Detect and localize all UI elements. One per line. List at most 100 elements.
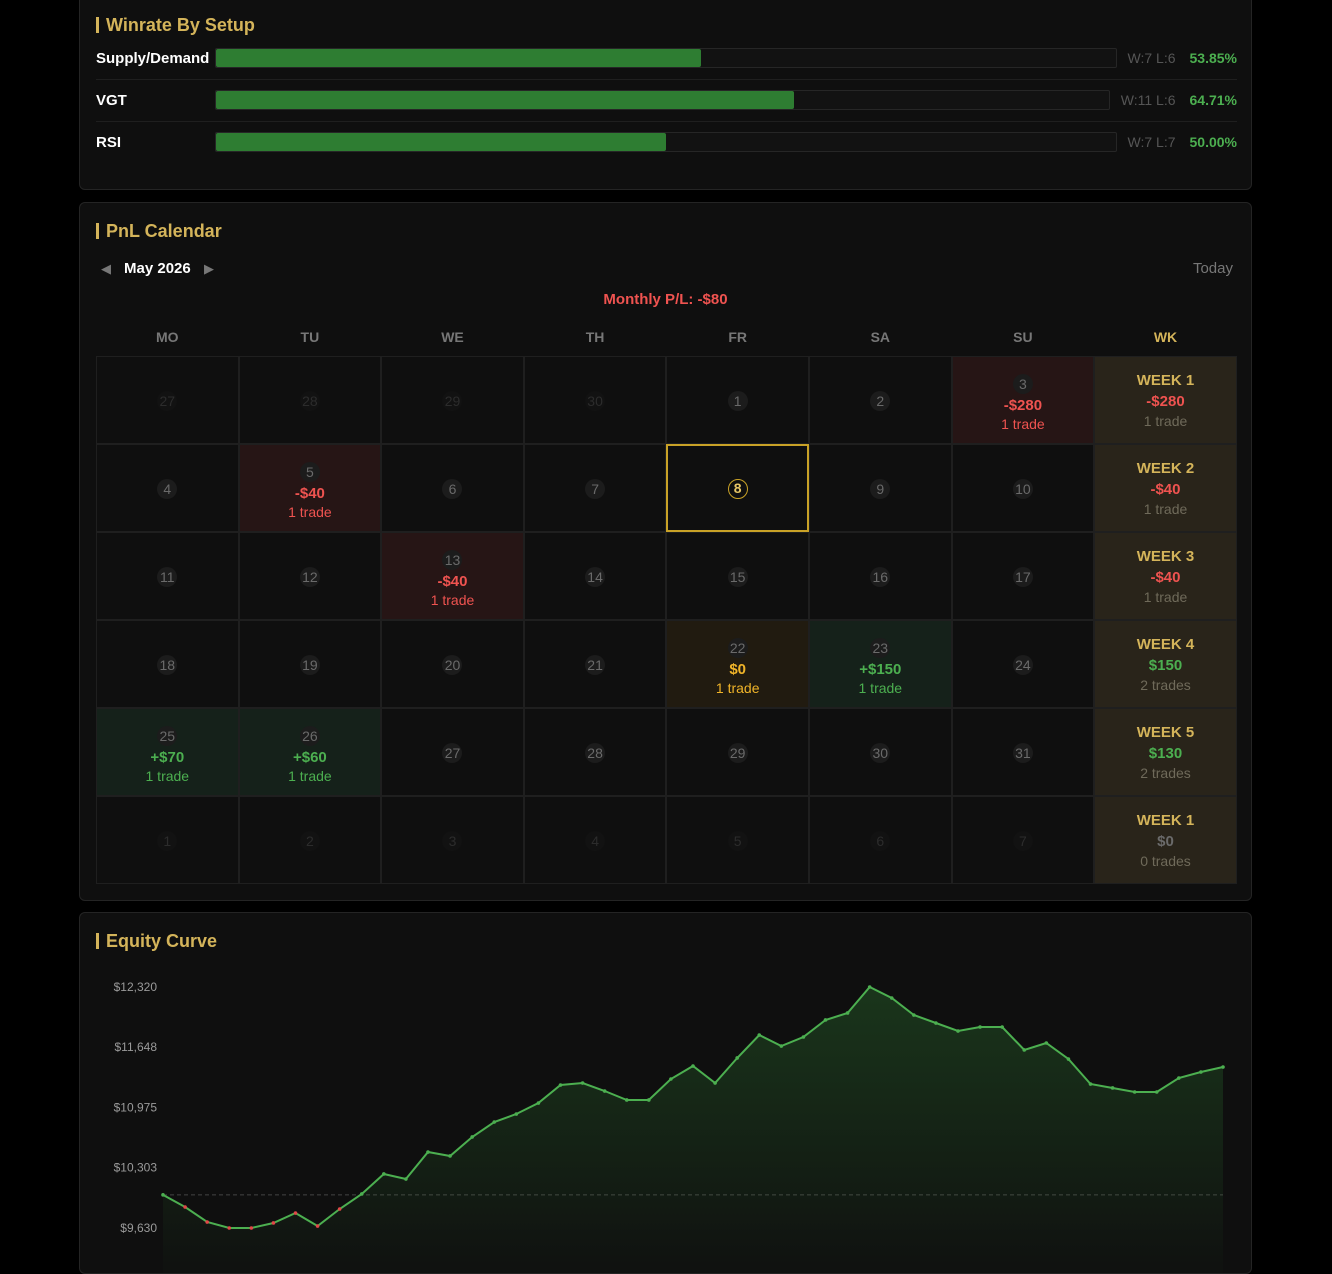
week-label: WEEK 1 <box>1136 372 1195 389</box>
monthly-pl: Monthly P/L: -$80 <box>603 291 728 308</box>
equity-point <box>470 1135 474 1139</box>
day-number: 7 <box>585 479 606 499</box>
equity-point <box>249 1226 254 1230</box>
week-pnl: -$40 <box>1150 569 1181 586</box>
setup-name: Supply/Demand <box>96 49 210 67</box>
day-cell: 2 <box>238 796 382 884</box>
setup-winrate: 50.00% <box>1189 134 1237 150</box>
day-cell: 27 <box>96 356 239 444</box>
day-cell: 7 <box>951 796 1095 884</box>
week-trades: 1 trade <box>1143 413 1188 429</box>
day-cell: 6 <box>381 444 524 532</box>
day-number: 2 <box>299 831 320 851</box>
equity-point <box>1000 1025 1004 1029</box>
equity-point <box>315 1224 320 1228</box>
equity-point <box>183 1205 187 1209</box>
day-cell: 3 -$280 1 trade <box>951 356 1095 444</box>
day-cell: 8 <box>666 444 809 532</box>
panel-title: Equity Curve <box>96 931 217 951</box>
day-cell: 6 <box>809 796 952 884</box>
equity-point <box>205 1220 209 1224</box>
equity-point <box>227 1226 232 1230</box>
equity-point <box>1221 1065 1225 1069</box>
winrate-bar <box>216 49 701 67</box>
day-cell: 4 <box>96 444 239 532</box>
day-cell: 3 <box>381 796 524 884</box>
day-cell: 30 <box>523 356 667 444</box>
day-number: 9 <box>870 479 891 499</box>
equity-point <box>735 1056 739 1060</box>
next-month[interactable]: ▶ <box>204 261 214 276</box>
day-number: 2 <box>870 391 891 411</box>
winrate-track <box>215 90 1110 110</box>
equity-point <box>1044 1041 1049 1045</box>
equity-point <box>1154 1090 1159 1094</box>
winrate-bar <box>216 133 666 151</box>
day-number: 7 <box>1012 831 1033 851</box>
day-cell: 29 <box>381 356 524 444</box>
weekday-header: SA <box>870 329 891 345</box>
today-button[interactable]: Today <box>1192 260 1233 277</box>
equity-point <box>404 1177 408 1181</box>
setup-record: W:7 L:7 <box>1127 134 1176 150</box>
day-cell: 7 <box>523 444 667 532</box>
week-cell: WEEK 3 -$40 1 trade <box>1094 532 1237 620</box>
equity-point <box>691 1064 695 1068</box>
setup-record: W:7 L:6 <box>1127 50 1176 66</box>
equity-point <box>624 1098 629 1102</box>
day-cell: 22 $0 1 trade <box>666 620 809 708</box>
day-cell: 4 <box>523 796 667 884</box>
week-trades: 1 trade <box>1143 589 1188 605</box>
day-cell: 27 <box>381 708 524 796</box>
day-number: 21 <box>585 655 606 675</box>
equity-point <box>382 1172 386 1176</box>
setup-record: W:11 L:6 <box>1120 92 1176 108</box>
day-number: 30 <box>585 391 606 411</box>
day-cell: 21 <box>523 620 667 708</box>
setup-winrate: 64.71% <box>1189 92 1237 108</box>
day-cell: 14 <box>523 532 667 620</box>
panel-title: Winrate By Setup <box>96 15 255 35</box>
equity-point <box>1199 1070 1203 1074</box>
equity-point <box>757 1033 762 1037</box>
equity-point <box>1132 1090 1137 1094</box>
week-trades: 0 trades <box>1140 853 1191 869</box>
day-pnl: -$40 <box>294 485 325 502</box>
day-number: 11 <box>157 567 178 587</box>
prev-month[interactable]: ◀ <box>101 261 111 276</box>
day-number: 23 <box>870 638 891 658</box>
day-number: 27 <box>157 391 178 411</box>
day-number: 31 <box>1012 743 1033 763</box>
day-number: 16 <box>870 567 891 587</box>
setup-winrate: 53.85% <box>1189 50 1237 66</box>
equity-point <box>514 1112 519 1116</box>
day-number: 6 <box>870 831 891 851</box>
day-cell: 28 <box>238 356 382 444</box>
day-cell: 5 -$40 1 trade <box>238 444 382 532</box>
day-cell: 15 <box>666 532 809 620</box>
week-label: WEEK 2 <box>1136 460 1195 477</box>
week-header: WK <box>1153 329 1178 345</box>
equity-point <box>669 1077 673 1081</box>
setup-row: RSI W:7 L:7 50.00% <box>96 121 1237 163</box>
day-number: 5 <box>727 831 748 851</box>
day-number: 14 <box>585 567 606 587</box>
equity-point <box>801 1035 806 1039</box>
winrate-track <box>215 48 1117 68</box>
equity-point <box>912 1013 916 1017</box>
calendar-panel: PnL Calendar ◀ May 2026 ▶ Today Monthly … <box>79 202 1252 901</box>
day-number: 8 <box>727 479 748 499</box>
weekday-header: TH <box>585 329 605 345</box>
y-tick-label: $10,975 <box>114 1101 158 1115</box>
day-number: 24 <box>1012 655 1033 675</box>
day-number: 1 <box>157 831 178 851</box>
equity-point <box>293 1211 298 1215</box>
day-cell: 23 +$150 1 trade <box>809 620 952 708</box>
y-tick-label: $9,630 <box>120 1221 157 1235</box>
panel-title: PnL Calendar <box>96 221 222 241</box>
equity-point <box>779 1044 784 1048</box>
day-pnl: -$40 <box>437 573 468 590</box>
day-cell: 10 <box>951 444 1095 532</box>
day-cell: 29 <box>666 708 809 796</box>
setup-name: VGT <box>96 91 127 109</box>
